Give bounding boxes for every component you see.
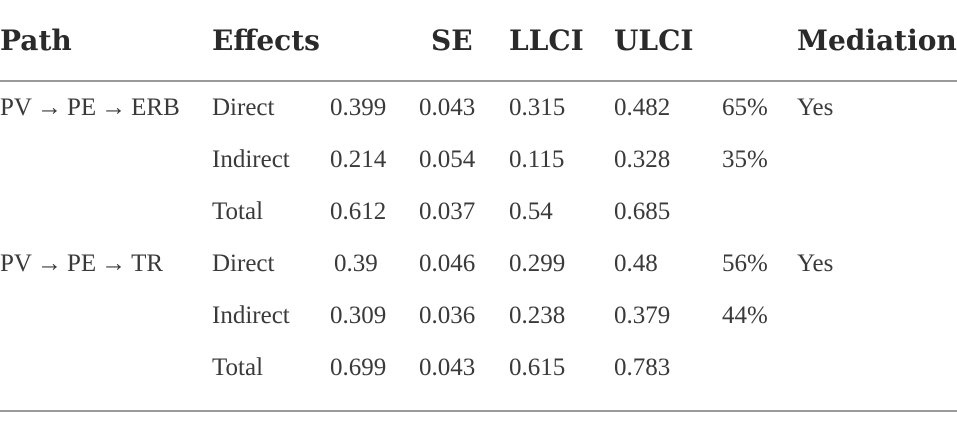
- row-ulci: 0.379: [614, 302, 671, 329]
- row-llci: 0.54: [509, 198, 553, 225]
- header-se: SE: [431, 24, 473, 57]
- row-value: 0.612: [330, 198, 387, 225]
- row-llci: 0.315: [509, 94, 566, 121]
- row-llci: 0.615: [509, 354, 566, 381]
- header-llci: LLCI: [509, 24, 584, 57]
- row-effect: Indirect: [212, 302, 290, 329]
- row-value: 0.214: [330, 146, 387, 173]
- row-value: 0.399: [330, 94, 387, 121]
- row-llci: 0.299: [509, 250, 566, 277]
- row-se: 0.036: [419, 302, 476, 329]
- row-llci: 0.115: [509, 146, 565, 173]
- row-se: 0.043: [419, 94, 476, 121]
- row-effect: Direct: [212, 250, 275, 277]
- row-value: 0.699: [330, 354, 387, 381]
- row-ulci: 0.685: [614, 198, 671, 225]
- row-percent: 44%: [722, 302, 768, 329]
- row-se: 0.043: [419, 354, 476, 381]
- row-mediation: Yes: [797, 250, 834, 277]
- header-path: Path: [0, 24, 72, 57]
- row-ulci: 0.48: [614, 250, 658, 277]
- row-percent: 65%: [722, 94, 768, 121]
- row-path: PV → PE → ERB: [0, 94, 180, 121]
- row-llci: 0.238: [509, 302, 566, 329]
- row-se: 0.037: [419, 198, 476, 225]
- header-rule: [0, 80, 957, 82]
- row-effect: Total: [212, 198, 264, 225]
- row-se: 0.046: [419, 250, 476, 277]
- header-ulci: ULCI: [614, 24, 694, 57]
- row-percent: 35%: [722, 146, 768, 173]
- header-mediation: Mediation: [797, 24, 957, 57]
- row-mediation: Yes: [797, 94, 834, 121]
- row-ulci: 0.328: [614, 146, 671, 173]
- row-effect: Total: [212, 354, 264, 381]
- row-se: 0.054: [419, 146, 476, 173]
- row-effect: Indirect: [212, 146, 290, 173]
- row-value: 0.309: [330, 302, 387, 329]
- row-percent: 56%: [722, 250, 768, 277]
- row-effect: Direct: [212, 94, 275, 121]
- row-ulci: 0.482: [614, 94, 671, 121]
- row-ulci: 0.783: [614, 354, 671, 381]
- row-path: PV → PE → TR: [0, 250, 164, 277]
- row-value: 0.39: [334, 250, 378, 277]
- header-effects: Effects: [212, 24, 320, 57]
- bottom-rule: [0, 410, 957, 412]
